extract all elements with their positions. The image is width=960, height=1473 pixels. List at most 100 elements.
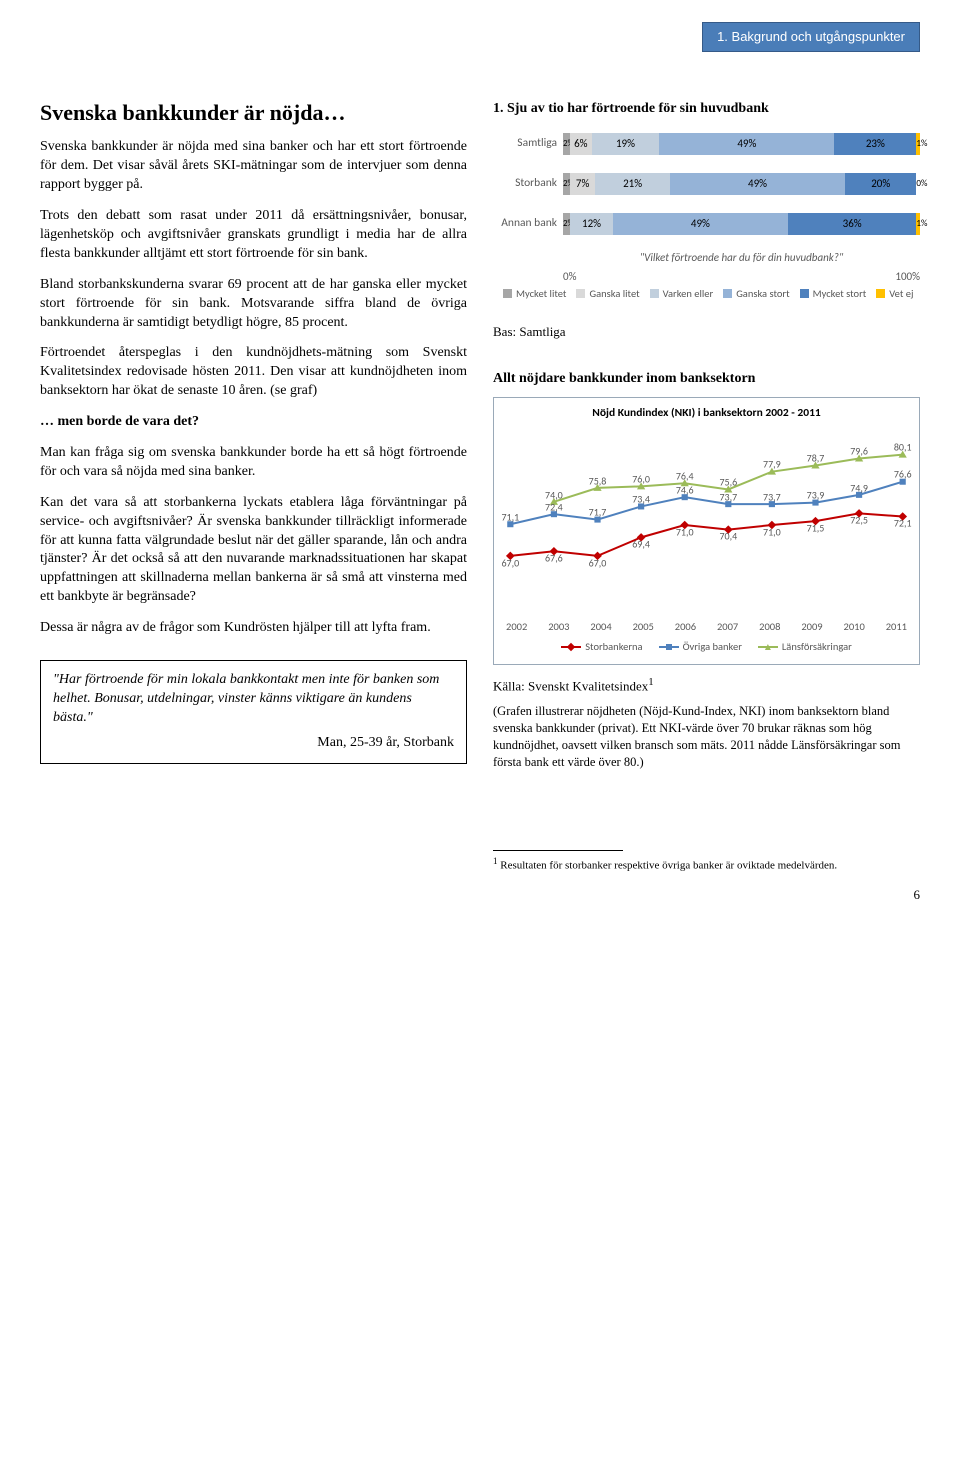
xaxis-label: 2011: [886, 620, 907, 634]
stacked-bar-segment: 20%: [845, 173, 916, 195]
line-chart-value-label: 76,4: [676, 469, 694, 483]
stacked-bar-segment: 6%: [570, 133, 591, 155]
line-chart-value-label: 71,7: [589, 506, 607, 520]
stacked-bar-row: Annan bank2%12%49%36%1%: [493, 213, 920, 235]
line-legend-label: Länsförsäkringar: [782, 640, 852, 654]
line-legend-item: Länsförsäkringar: [758, 640, 852, 654]
stacked-bar-chart: Samtliga2%6%19%49%23%1% Storbank2%7%21%49…: [493, 127, 920, 313]
xaxis-label: 2008: [759, 620, 780, 634]
line-chart-value-label: 71,0: [676, 525, 694, 539]
stacked-bar-segment: 36%: [788, 213, 917, 235]
line-chart-value-label: 74,0: [545, 488, 563, 502]
footnote: 1 Resultaten för storbanker respektive ö…: [493, 855, 920, 874]
stacked-bar-segment: 23%: [834, 133, 916, 155]
xaxis-label: 2004: [590, 620, 611, 634]
legend-swatch: [800, 289, 809, 298]
xaxis-label: 2005: [633, 620, 654, 634]
line-chart-value-label: 77,9: [763, 458, 781, 472]
xaxis-label: 2010: [844, 620, 865, 634]
line-chart-value-label: 72,1: [894, 516, 912, 530]
line-legend-item: Storbankerna: [561, 640, 642, 654]
line-chart-value-label: 67,0: [501, 556, 519, 570]
paragraph-5: Man kan fråga sig om svenska bankkunder …: [40, 444, 467, 482]
sub-heading: … men borde de vara det?: [40, 413, 467, 432]
paragraph-1: Svenska bankkunder är nöjda med sina ban…: [40, 138, 467, 195]
line-chart-value-label: 73,9: [807, 489, 825, 503]
legend-item: Mycket litet: [503, 287, 566, 301]
chart1-basis: Bas: Samtliga: [493, 323, 920, 341]
line-chart-value-label: 71,1: [501, 510, 519, 524]
section-header-box: 1. Bakgrund och utgångspunkter: [702, 22, 920, 52]
left-column: Svenska bankkunder är nöjda… Svenska ban…: [40, 100, 467, 874]
footnote-rule: [493, 850, 623, 851]
stacked-bar-row: Samtliga2%6%19%49%23%1%: [493, 133, 920, 155]
stacked-bar-segment: 2%: [563, 213, 570, 235]
line-chart-value-label: 69,4: [632, 537, 650, 551]
stacked-bar-question: "Vilket förtroende har du för din huvudb…: [563, 251, 920, 266]
line-chart-value-label: 75,8: [589, 474, 607, 488]
legend-swatch: [723, 289, 732, 298]
two-column-layout: Svenska bankkunder är nöjda… Svenska ban…: [40, 100, 920, 874]
xaxis-label: 2002: [506, 620, 527, 634]
paragraph-4: Förtroendet återspeglas i den kundnöjdhe…: [40, 344, 467, 401]
legend-swatch: [503, 289, 512, 298]
line-legend-label: Övriga banker: [683, 640, 742, 654]
quote-attribution: Man, 25-39 år, Storbank: [53, 734, 454, 753]
stacked-bar: 2%6%19%49%23%1%: [563, 133, 920, 155]
paragraph-7: Dessa är några av de frågor som Kundröst…: [40, 619, 467, 638]
line-chart-xaxis: 2002200320042005200620072008200920102011: [506, 620, 907, 634]
line-chart-value-label: 75,6: [719, 475, 737, 489]
line-chart-value-label: 74,6: [676, 483, 694, 497]
paragraph-2: Trots den debatt som rasat under 2011 då…: [40, 207, 467, 264]
stacked-bar-segment: 49%: [613, 213, 788, 235]
stacked-bar-segment: 49%: [670, 173, 845, 195]
legend-item: Varken eller: [650, 287, 714, 301]
stacked-bar-segment: 12%: [570, 213, 613, 235]
chart2-section-title: Allt nöjdare bankkunder inom banksektorn: [493, 370, 920, 389]
paragraph-3: Bland storbankskunderna svarar 69 procen…: [40, 276, 467, 333]
line-chart-value-label: 67,6: [545, 551, 563, 565]
paragraph-6: Kan det vara så att storbankerna lyckats…: [40, 494, 467, 607]
line-chart-value-label: 71,0: [763, 525, 781, 539]
line-chart-plot: 67,067,667,069,471,070,471,071,572,572,1…: [500, 428, 913, 618]
line-chart-value-label: 76,0: [632, 472, 650, 486]
line-chart-value-label: 74,9: [850, 481, 868, 495]
xaxis-label: 2006: [675, 620, 696, 634]
stacked-bar-segment: 19%: [592, 133, 660, 155]
stacked-bar-row-label: Annan bank: [493, 216, 563, 232]
right-column: 1. Sju av tio har förtroende för sin huv…: [493, 100, 920, 874]
line-chart-value-label: 70,4: [719, 530, 737, 544]
quote-text: "Har förtroende för min lokala bankkonta…: [53, 671, 454, 728]
line-legend-swatch: [561, 646, 581, 648]
main-heading: Svenska bankkunder är nöjda…: [40, 100, 467, 126]
legend-label: Ganska stort: [736, 287, 789, 301]
chart2-caption: (Grafen illustrerar nöjdheten (Nöjd-Kund…: [493, 703, 920, 771]
line-chart-title: Nöjd Kundindex (NKI) i banksektorn 2002 …: [500, 406, 913, 422]
legend-label: Varken eller: [663, 287, 714, 301]
legend-label: Ganska litet: [589, 287, 639, 301]
legend-label: Vet ej: [889, 287, 913, 301]
line-legend-item: Övriga banker: [659, 640, 742, 654]
xaxis-label: 2007: [717, 620, 738, 634]
stacked-bar-row-label: Storbank: [493, 176, 563, 192]
xaxis-label: 2003: [548, 620, 569, 634]
stacked-bar-row: Storbank2%7%21%49%20%0%: [493, 173, 920, 195]
chart2-source: Källa: Svenskt Kvalitetsindex1: [493, 675, 920, 695]
stacked-bar-axis: 0%100%: [563, 270, 920, 285]
line-chart-value-label: 73,7: [719, 490, 737, 504]
stacked-bar-segment: 7%: [570, 173, 595, 195]
line-legend-swatch: [659, 646, 679, 648]
legend-swatch: [650, 289, 659, 298]
legend-item: Ganska litet: [576, 287, 639, 301]
stacked-bar-segment: 1%: [916, 213, 920, 235]
line-chart-value-label: 72,5: [850, 513, 868, 527]
legend-item: Vet ej: [876, 287, 913, 301]
legend-label: Mycket stort: [813, 287, 867, 301]
line-chart-value-label: 80,1: [894, 441, 912, 455]
line-chart-value-label: 76,6: [894, 468, 912, 482]
legend-item: Ganska stort: [723, 287, 789, 301]
legend-swatch: [876, 289, 885, 298]
line-chart-value-label: 73,7: [763, 490, 781, 504]
stacked-bar: 2%7%21%49%20%0%: [563, 173, 920, 195]
stacked-bar-legend: Mycket litet Ganska litet Varken eller Gans…: [503, 287, 920, 301]
